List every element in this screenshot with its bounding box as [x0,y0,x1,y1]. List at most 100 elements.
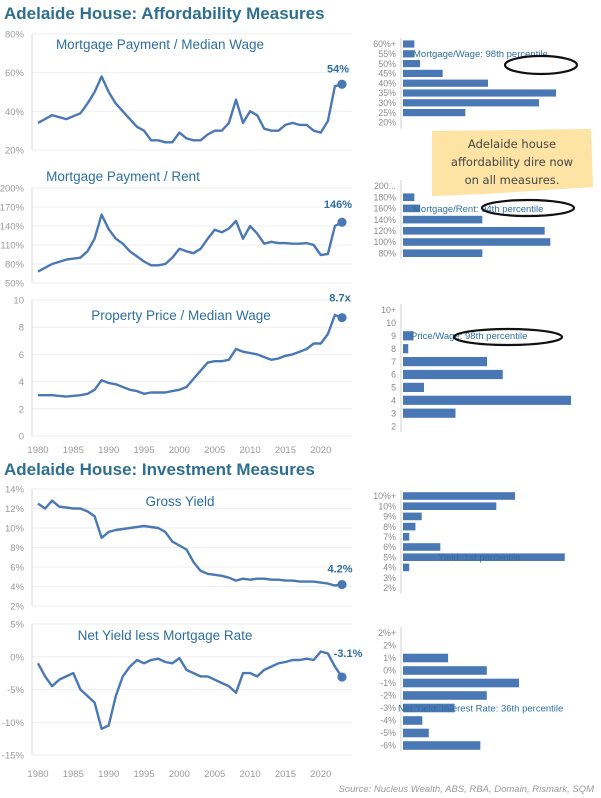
line-panel-4: -15% -10% -5% 0% 5% 1980 1985 1990 1995 2000 2005 2… [2,620,363,781]
note-background [432,129,593,196]
end-point-marker [337,217,347,227]
y-tick-label: 80% [5,30,25,41]
histogram-category-label: -4% [380,716,396,726]
x-tick-label: 1990 [98,445,119,456]
y-tick-label: 110% [0,241,24,252]
histogram-category-label: 0% [383,666,396,676]
x-tick-label: 1980 [27,445,48,456]
end-value-label: -3.1% [334,648,363,660]
histogram-annotation: Mortgage/Wage: 98th percentile [413,49,548,60]
histogram-bar [403,563,410,572]
histogram-category-label: -6% [380,741,396,751]
histogram-bar [403,227,545,235]
highlight-oval [480,198,576,218]
histogram-panel-5: 60%+55%50%45%40%35%30%25%20% Mortgage/Wag… [373,38,579,129]
panel-title: Gross Yield [145,494,214,509]
histogram-category-label: 7% [383,532,396,542]
series-line [37,499,343,587]
x-tick-label: 2000 [169,769,190,780]
y-tick-label: 14% [5,485,25,496]
histogram-bar [403,331,414,341]
histogram-category-label: -5% [380,728,396,738]
y-tick-label: 40% [5,107,25,118]
histogram-category-label: 5% [383,552,396,562]
source-note: Source: Nucleus Wealth, ABS, RBA, Domain… [338,784,594,795]
histogram-category-label: -3% [380,703,396,713]
end-value-label: 146% [324,199,352,211]
histogram-bar [403,728,429,738]
y-tick-label: 6% [10,563,24,574]
x-tick-label: 2005 [204,769,225,780]
series-line [37,213,343,273]
y-tick-label: 140% [0,222,25,233]
y-tick-label: 5% [10,620,24,631]
x-tick-label: 1990 [98,769,119,780]
histogram-category-label: 8 [391,344,396,354]
histogram-panel-9: 2%+ 2% 1% 0% -1% -2% -3% -4% -5% -6% Net Yield: In… [378,627,563,752]
histogram-bar [403,344,409,354]
note-line-1: Adelaide house [468,137,556,151]
y-tick-label: 2% [10,602,24,613]
histogram-category-label: 10+ [381,305,396,315]
histogram-bar [403,678,519,688]
histogram-annotation: Mortgage/Rent: 94th percentile [413,204,543,215]
histogram-category-label: 3 [391,408,396,418]
histogram-category-label: 100% [374,237,397,247]
histogram-category-label: 10%+ [373,491,396,501]
histogram-bar [403,716,423,725]
y-tick-label: 10% [5,524,25,535]
histogram-category-label: 20% [378,118,396,128]
histogram-category-label: 9% [383,512,396,522]
histogram-bar [403,522,416,531]
histogram-category-label: 9 [391,331,396,341]
highlight-oval [452,327,564,347]
series-line [36,650,343,730]
histogram-bar [403,79,488,87]
histogram-category-label: 35% [378,88,396,98]
series-line [38,313,343,398]
histogram-category-label: 7 [391,357,396,367]
line-panel-0: 20% 40% 60% 80% 54% Mortgage Payment / Median… [5,30,352,157]
histogram-category-label: 6% [383,542,396,552]
x-tick-label: 2020 [310,445,331,456]
histogram-category-label: 4 [391,396,396,406]
y-tick-label: 80% [5,260,25,271]
x-tick-label: 1995 [133,769,154,780]
histogram-bar [403,109,466,117]
end-value-label: 4.2% [327,564,352,576]
y-tick-label: 170% [0,203,25,214]
y-tick-label: 50% [5,279,25,290]
end-point-marker [337,672,347,682]
histogram-category-label: 10 [386,318,396,328]
y-tick-label: 8 [19,323,24,334]
end-value-label: 54% [327,63,349,75]
line-panel-3: 2% 4% 6% 8% 10% 12% 14% 4.2% Gross Yield [5,485,353,613]
histogram-bar [403,369,503,380]
x-tick-label: 2010 [240,769,261,780]
x-tick-label: 2020 [310,769,331,780]
histogram-category-label: 40% [378,78,396,88]
histogram-bar [403,533,410,541]
histogram-bar [403,357,487,367]
histogram-category-label: 200... [374,181,396,191]
end-point-marker [337,579,347,590]
histogram-bar [403,666,487,675]
histogram-bar [403,741,481,750]
histogram-category-label: 180% [374,192,397,202]
histogram-annotation: Price/Wage: 98th percentile [411,331,527,342]
panel-title: Property Price / Median Wage [91,308,271,323]
histogram-category-label: 55% [378,49,396,59]
histogram-category-label: 45% [378,69,396,79]
histogram-category-label: 30% [378,98,396,108]
histogram-bar [403,50,415,58]
histogram-bar [403,553,565,561]
y-tick-label: -10% [2,718,25,729]
y-tick-label: 200% [0,184,25,195]
histogram-category-label: 160% [374,204,397,214]
histogram-bar [403,512,422,521]
histogram-category-label: 80% [378,248,396,258]
y-tick-label: 12% [5,504,25,515]
x-tick-label: 1980 [27,769,48,780]
histogram-category-label: 6 [391,370,396,380]
